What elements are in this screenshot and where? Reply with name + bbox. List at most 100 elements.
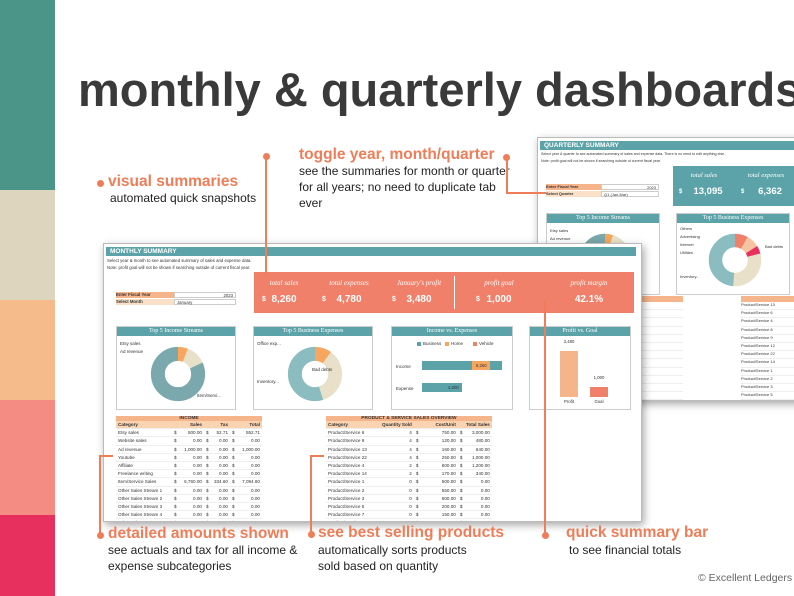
- summary-label: January's profit: [396, 279, 442, 287]
- input-label: Select Quarter: [546, 191, 601, 197]
- table-cell: $0.00: [204, 518, 230, 521]
- divider: [454, 276, 455, 309]
- table-cell: $120.00: [413, 518, 458, 521]
- table-header-row: Category Sales Tax Total: [116, 421, 262, 430]
- table-row: Item/Service Sales $6,760.00 $334.60 $7,094…: [116, 477, 262, 487]
- currency: $: [206, 512, 209, 518]
- table-title: INCOME: [116, 416, 262, 421]
- legend-label: Home: [451, 341, 464, 346]
- cell-value: Other Sales Stream 3: [118, 503, 163, 509]
- table-cell: $0.00: [457, 494, 492, 503]
- table-cell: $7,094.60: [230, 477, 262, 487]
- currency: $: [459, 503, 463, 509]
- table-row: Other Sales Stream 5$0.00$0.00$0.00: [116, 518, 262, 521]
- table: Category Quantity Sold Cost/Unit Total Sale…: [326, 421, 492, 521]
- cell-value: 4: [409, 430, 412, 436]
- bar: [472, 361, 490, 370]
- list-item: Product/Service 1: [741, 368, 794, 376]
- table-cell: $0.00: [457, 510, 492, 520]
- cell-value: Product/Service 8: [328, 520, 364, 521]
- table-cell: $0.00: [230, 502, 262, 512]
- cell-value: 0.00: [219, 520, 228, 521]
- cell-value: 52.71: [216, 430, 229, 436]
- bar-label: 8,260: [476, 363, 487, 368]
- bar: [422, 383, 462, 392]
- summary-bar: total sales $13,095 total expenses $6,362: [673, 166, 794, 206]
- summary-label: profit margin: [570, 279, 608, 287]
- cell-value: 552.71: [245, 430, 260, 436]
- currency: $: [174, 430, 177, 436]
- cell-value: 0.00: [219, 454, 228, 460]
- callout-heading: quick summary bar: [566, 524, 709, 541]
- table-cell: Other Sales Stream 4: [116, 510, 172, 520]
- table-cell: 2: [380, 469, 414, 479]
- legend-label: Business: [423, 341, 442, 346]
- column-header: Tax: [204, 421, 230, 430]
- table-cell: $0.00: [204, 510, 230, 520]
- currency: $: [174, 487, 177, 493]
- table-cell: Youtube: [116, 453, 172, 462]
- table-cell: $0.00: [172, 518, 204, 521]
- table-row: Product/Service 9 4 $120.00 $480.00: [326, 436, 492, 446]
- input-label: Enter Fiscal Year: [546, 184, 601, 190]
- summary-label: profit goal: [484, 279, 514, 287]
- table-cell: Product/Service 5: [326, 502, 380, 512]
- table-cell: $0.00: [457, 477, 492, 487]
- table-cell: $550.00: [413, 486, 458, 495]
- table-row: Youtube $0.00 $0.00 $0.00: [116, 453, 262, 462]
- currency: $: [174, 454, 177, 460]
- currency: $: [415, 487, 419, 493]
- summary-value: 4,780: [336, 294, 362, 305]
- currency: $: [174, 471, 177, 477]
- table-cell: $0.00: [172, 494, 204, 503]
- table-cell: $0.00: [172, 461, 204, 471]
- table-cell: Product/Service 6: [326, 428, 380, 438]
- currency: $: [459, 471, 463, 477]
- cell-value: 480.00: [475, 438, 490, 444]
- table-cell: $170.00: [413, 469, 458, 479]
- cell-value: Website sales: [118, 438, 147, 444]
- table-cell: $600.00: [413, 461, 458, 471]
- currency: $: [232, 430, 235, 436]
- cell-value: 1,200.00: [471, 463, 490, 469]
- chart-label: Ad revenue: [550, 236, 571, 241]
- list-item: Product/Service 6: [741, 310, 794, 319]
- header: MONTHLY SUMMARY: [106, 247, 636, 256]
- currency: $: [415, 463, 419, 469]
- cell-value: Product/Service 22: [328, 454, 367, 460]
- callout-text: automated quick snapshots: [110, 191, 257, 205]
- cell-value: 640.00: [475, 446, 490, 452]
- currency: $: [232, 520, 235, 521]
- callout-text: see actuals and tax for all income & exp…: [108, 543, 298, 573]
- table-wrap: PRODUCT & SERVICE SALES OVERVIEW Category…: [326, 416, 492, 521]
- connector-line: [99, 455, 113, 457]
- table-wrap: INCOME Category Sales Tax Total Etsy sales $50…: [116, 416, 262, 521]
- cell-value: 0: [409, 495, 412, 501]
- cell-value: 2: [409, 463, 412, 469]
- connector-line: [506, 157, 508, 193]
- table-cell: $0.00: [204, 502, 230, 512]
- cell-value: Freelance writing: [118, 471, 153, 477]
- table-cell: $750.00: [413, 428, 458, 438]
- summary-value: 1,000: [486, 294, 512, 305]
- input-value: 2023: [174, 292, 236, 298]
- list-item: Product/Service 2: [741, 376, 794, 384]
- bar: [560, 351, 578, 397]
- currency: $: [174, 479, 177, 485]
- currency: $: [232, 503, 235, 509]
- cell-value: 170.00: [441, 471, 456, 477]
- cell-value: 500.00: [441, 479, 456, 485]
- currency: $: [459, 479, 463, 485]
- table-cell: $0.00: [172, 510, 204, 520]
- table-row: Product/Service 3 0 $600.00 $0.00: [326, 494, 492, 503]
- cell-value: Youtube: [118, 454, 135, 460]
- table-cell: 2: [380, 461, 414, 471]
- table-cell: $334.60: [204, 477, 230, 487]
- currency: $: [459, 512, 463, 518]
- legend-swatch: [473, 342, 477, 346]
- table-cell: $0.00: [230, 461, 262, 471]
- currency: $: [415, 438, 419, 444]
- cell-value: Product/Service 14: [328, 471, 367, 477]
- cell-value: 0.00: [251, 463, 260, 469]
- table-cell: $1,000.00: [172, 445, 204, 454]
